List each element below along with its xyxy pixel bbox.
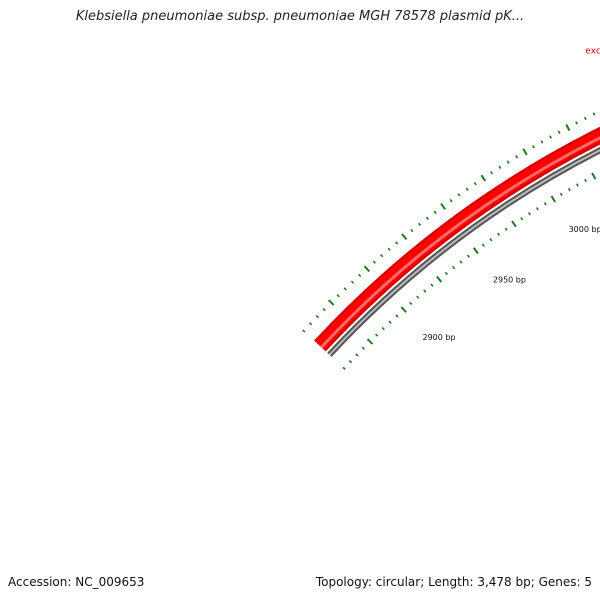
inner-tick-2960 — [489, 238, 493, 242]
outer-tick-2955 — [449, 198, 453, 203]
inner-tick-2915 — [423, 289, 427, 293]
scale-label-2950: 2950 bp — [493, 275, 526, 284]
outer-tick-2870 — [322, 308, 326, 312]
feature-band-highlight-excl1 — [320, 136, 600, 349]
outer-tick-3000 — [522, 148, 528, 156]
outer-tick-2950 — [440, 203, 447, 210]
outer-tick-2940 — [425, 216, 429, 220]
feature-band-fill-excl1 — [315, 128, 600, 351]
outer-tick-2990 — [506, 160, 510, 164]
inner-tick-2930 — [444, 271, 448, 276]
inner-tick-2905 — [409, 301, 413, 306]
inner-tick-2980 — [520, 217, 524, 221]
outer-tick-2860 — [308, 322, 313, 326]
inner-tick-2890 — [388, 320, 392, 324]
outer-tick-2960 — [457, 193, 461, 197]
outer-tick-3005 — [532, 145, 535, 149]
outer-tick-2880 — [336, 294, 340, 298]
outer-tick-2925 — [401, 233, 408, 241]
inner-tick-2875 — [366, 338, 374, 345]
map-title: Klebsiella pneumoniae subsp. pneumoniae … — [75, 9, 525, 24]
inner-tick-2950 — [472, 247, 479, 255]
inner-tick-2870 — [361, 346, 366, 350]
inner-tick-3015 — [576, 183, 579, 187]
outer-tick-2930 — [410, 228, 414, 233]
inner-tick-3025 — [591, 172, 597, 180]
backbone-highlight — [328, 149, 600, 356]
inner-tick-2860 — [348, 360, 353, 364]
outer-tick-2920 — [395, 241, 399, 245]
outer-tick-2965 — [465, 187, 469, 191]
inner-tick-2895 — [395, 314, 399, 318]
outer-tick-3025 — [565, 124, 571, 132]
inner-tick-2985 — [528, 211, 531, 216]
outer-tick-2900 — [363, 265, 371, 273]
inner-tick-2990 — [535, 207, 539, 211]
outer-tick-2905 — [372, 260, 376, 264]
inner-tick-2955 — [481, 243, 485, 247]
inner-tick-2935 — [452, 265, 456, 270]
inner-tick-2885 — [381, 326, 385, 331]
outer-tick-3010 — [540, 140, 544, 144]
outer-tick-2985 — [498, 165, 502, 170]
inner-tick-2945 — [466, 254, 470, 258]
feature-label-excl1: excl1 — [585, 46, 600, 56]
inner-tick-3000 — [550, 195, 556, 203]
inner-tick-3020 — [584, 178, 588, 183]
outer-tick-2935 — [418, 222, 422, 226]
inner-tick-2965 — [497, 232, 501, 237]
outer-tick-3015 — [549, 135, 552, 139]
outer-tick-2945 — [433, 210, 437, 214]
inner-tick-3005 — [559, 192, 563, 196]
outer-tick-2970 — [473, 181, 477, 186]
scale-label-2900: 2900 bp — [423, 333, 456, 342]
inner-tick-2900 — [400, 306, 407, 313]
inner-tick-2880 — [375, 333, 379, 337]
outer-tick-2885 — [343, 287, 347, 291]
outer-tick-2910 — [380, 254, 384, 258]
outer-tick-3040 — [592, 112, 596, 116]
inner-tick-2910 — [416, 295, 420, 299]
inner-tick-2940 — [459, 260, 463, 264]
inner-tick-3010 — [567, 187, 571, 192]
scale-label-3000: 3000 bp — [569, 225, 600, 234]
backbone-track — [327, 146, 600, 357]
outer-tick-2895 — [358, 273, 362, 278]
topology-summary: Topology: circular; Length: 3,478 bp; Ge… — [315, 575, 592, 589]
outer-tick-3035 — [583, 116, 587, 121]
inner-tick-2855 — [342, 366, 346, 370]
outer-tick-2890 — [350, 280, 355, 284]
outer-tick-2915 — [387, 247, 391, 251]
outer-tick-2975 — [480, 174, 487, 182]
outer-tick-2855 — [302, 329, 306, 333]
outer-tick-2980 — [490, 171, 494, 175]
outer-tick-2865 — [315, 315, 319, 319]
inner-tick-2865 — [355, 353, 359, 357]
inner-tick-2925 — [436, 275, 443, 283]
inner-tick-2970 — [504, 227, 508, 231]
outer-tick-3020 — [557, 130, 561, 134]
inner-tick-2975 — [511, 220, 517, 228]
inner-tick-2995 — [543, 202, 547, 206]
outer-tick-2995 — [515, 155, 519, 159]
outer-tick-3030 — [575, 121, 578, 125]
accession-label: Accession: NC_009653 — [8, 575, 145, 589]
inner-tick-2920 — [430, 283, 434, 287]
outer-tick-2875 — [327, 299, 335, 306]
